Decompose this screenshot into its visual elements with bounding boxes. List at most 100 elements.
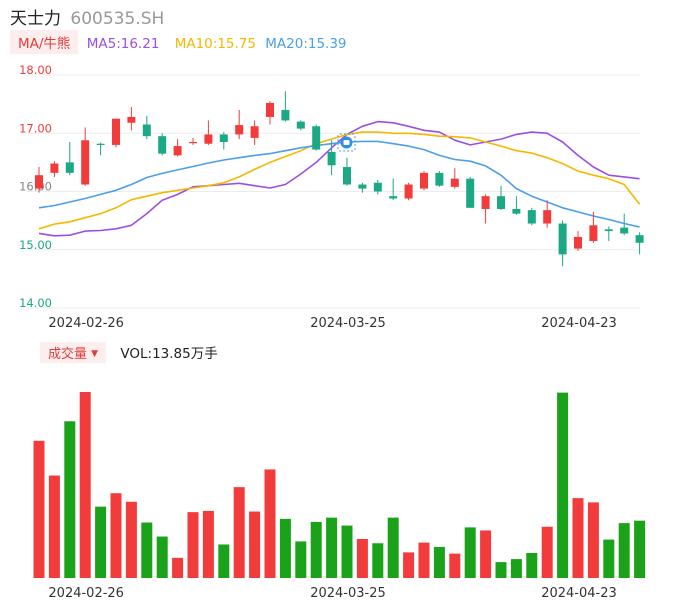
candle	[204, 120, 213, 145]
volume-bars	[33, 392, 646, 578]
volume-x-axis: 2024-02-26 2024-03-25 2024-04-23	[48, 586, 616, 601]
candle	[558, 220, 567, 267]
x-tick-label: 2024-03-25	[310, 316, 386, 331]
ma10-legend: MA10:15.75	[174, 36, 256, 52]
candle-body	[389, 196, 398, 199]
candle-body	[327, 151, 336, 166]
ma-indicator-tab[interactable]: MA/牛熊	[10, 30, 79, 54]
candle-body	[604, 229, 613, 232]
ma-legend: MA/牛熊 MA5:16.21 MA10:15.75 MA20:15.39	[10, 30, 347, 54]
candle-body	[219, 134, 228, 142]
volume-bar	[433, 546, 445, 578]
x-tick-label: 2024-02-26	[48, 586, 124, 601]
volume-bar	[79, 392, 91, 578]
candle-body	[404, 184, 413, 199]
candle	[389, 178, 398, 201]
volume-bar	[634, 520, 646, 578]
candle-body	[142, 124, 151, 137]
candle-body	[512, 208, 521, 214]
volume-bar	[572, 498, 584, 578]
candle-body	[35, 175, 43, 189]
candle	[219, 132, 228, 150]
candle-body	[112, 118, 120, 145]
volume-bar	[510, 559, 522, 578]
candle-body	[65, 162, 74, 173]
volume-bar	[372, 543, 384, 578]
volume-bar	[387, 517, 399, 578]
candle	[635, 232, 644, 255]
ma10-line	[38, 131, 641, 230]
candle-body	[343, 167, 351, 185]
volume-bar	[449, 553, 461, 578]
candle-body	[266, 102, 274, 117]
candle	[435, 171, 444, 187]
volume-bar	[310, 521, 322, 578]
candle-body	[589, 225, 598, 242]
event-marker-frame	[337, 133, 356, 152]
volume-indicator-tab[interactable]: 成交量 ▼	[40, 342, 107, 363]
candle-body	[635, 235, 644, 243]
x-tick-label: 2024-03-25	[310, 586, 386, 601]
candle-body	[189, 141, 197, 144]
candle	[35, 167, 43, 193]
volume-bar	[356, 538, 368, 578]
volume-value: VOL:13.85万手	[120, 346, 218, 362]
candle-body	[158, 136, 167, 154]
volume-bar	[141, 522, 153, 578]
candle	[543, 200, 552, 228]
ma20-legend: MA20:15.39	[265, 36, 347, 52]
volume-bar	[249, 511, 261, 578]
candle	[373, 179, 382, 195]
event-marker[interactable]	[337, 133, 356, 152]
volume-bar	[279, 518, 291, 578]
candle	[343, 157, 351, 186]
y-tick-label: 14.00	[19, 296, 52, 310]
candle	[358, 182, 367, 193]
stock-name: 天士力	[10, 9, 61, 29]
candle	[235, 109, 244, 140]
price-x-axis: 2024-02-26 2024-03-25 2024-04-23	[48, 316, 616, 331]
candle	[312, 124, 321, 151]
volume-bar	[125, 501, 137, 578]
volume-bar	[64, 421, 76, 578]
volume-bar	[480, 530, 492, 578]
candle	[142, 115, 151, 140]
candle-body	[50, 163, 59, 173]
candle-body	[281, 109, 290, 121]
volume-bar	[48, 475, 60, 578]
volume-bar	[326, 517, 338, 578]
candle-body	[81, 140, 90, 185]
candle	[158, 133, 167, 156]
volume-bar	[403, 552, 415, 578]
stock-code: 600535.SH	[70, 9, 165, 29]
candle-body	[543, 210, 552, 224]
ma5-legend: MA5:16.21	[86, 36, 160, 52]
ma20-line	[38, 140, 640, 228]
volume-bar	[418, 542, 430, 578]
volume-bar	[156, 536, 168, 578]
candle	[466, 176, 475, 208]
ma5-line	[38, 120, 640, 237]
volume-bar	[341, 525, 353, 578]
volume-bar	[187, 512, 199, 578]
volume-bar	[618, 523, 630, 578]
candle	[404, 182, 413, 201]
candle-body	[312, 126, 321, 150]
volume-bar	[264, 469, 276, 578]
candle-body	[620, 227, 629, 234]
candle	[65, 141, 74, 176]
candle-body	[558, 223, 567, 255]
price-grid	[26, 74, 640, 309]
candle	[81, 127, 90, 186]
candlesticks	[35, 91, 644, 267]
caret-down-icon: ▼	[91, 349, 99, 359]
volume-bar	[33, 440, 45, 578]
candle	[327, 140, 336, 176]
candle-body	[450, 178, 459, 187]
candle	[296, 120, 305, 131]
x-tick-label: 2024-04-23	[541, 316, 617, 331]
candle	[266, 101, 274, 125]
candle	[50, 161, 59, 177]
x-tick-label: 2024-04-23	[541, 586, 617, 601]
